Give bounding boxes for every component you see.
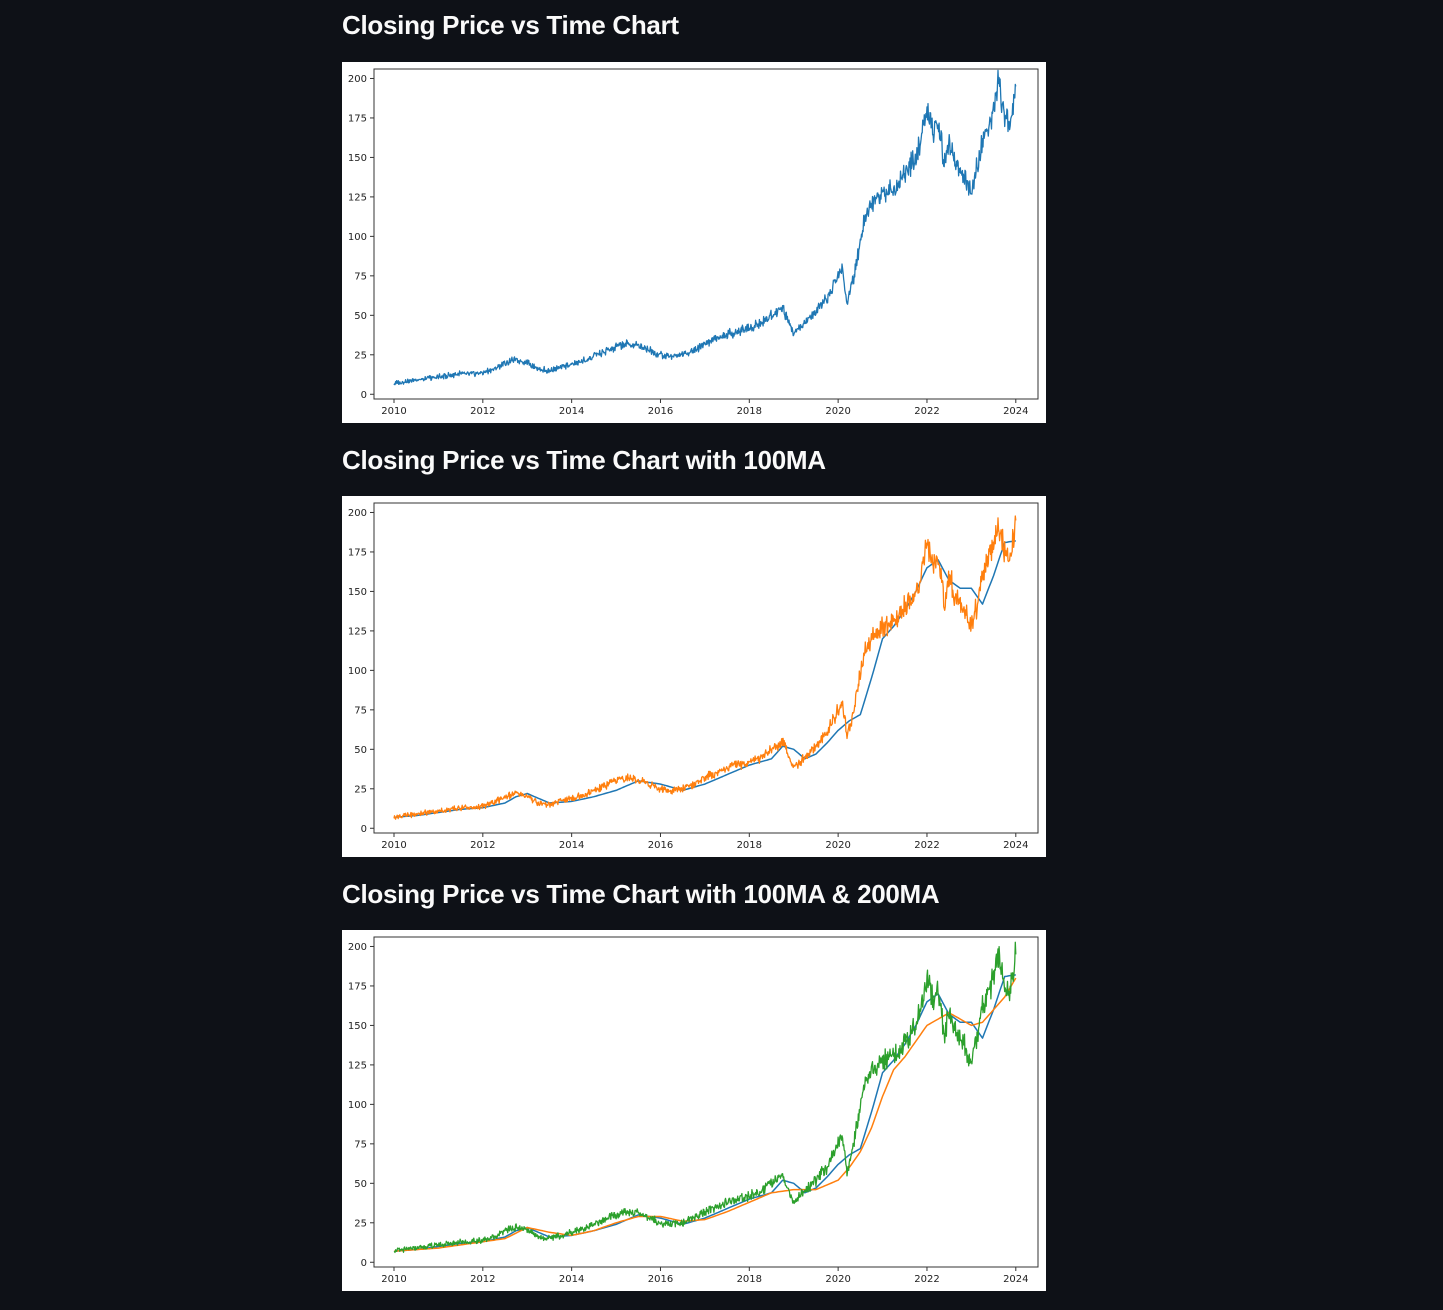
x-tick-label: 2014 [559, 840, 584, 851]
x-tick-label: 2020 [825, 840, 850, 851]
x-tick-label: 2024 [1003, 1274, 1028, 1285]
plot-frame [373, 68, 1039, 400]
x-tick-label: 2018 [737, 840, 762, 851]
closing-price-100ma-chart: 0 25 50 75 100 125 150 175 200 2010 2012 2014 2016 20… [342, 496, 1046, 857]
y-tick-label: 50 [354, 311, 367, 322]
y-tick-label: 75 [354, 1139, 367, 1150]
y-tick-label: 150 [348, 1021, 367, 1032]
x-tick-label: 2022 [914, 840, 939, 851]
series-line-close [393, 941, 1017, 1254]
x-tick-label: 2018 [737, 1274, 762, 1285]
x-tick-label: 2016 [648, 840, 673, 851]
y-tick-label: 25 [354, 784, 367, 795]
y-tick-label: 50 [354, 745, 367, 756]
x-tick-label: 2012 [470, 406, 495, 417]
x-tick-label: 2012 [470, 840, 495, 851]
plot-frame [373, 502, 1039, 834]
y-tick-label: 175 [348, 981, 367, 992]
chart-title-closing-price: Closing Price vs Time Chart [342, 10, 679, 40]
plot-frame [373, 936, 1039, 1268]
series-line-ma100 [393, 540, 1016, 818]
y-tick-label: 200 [348, 942, 367, 953]
closing-price-chart: 0 25 50 75 100 125 150 175 200 2010 2012 2014 2016 20… [342, 62, 1046, 423]
series-line-close [393, 515, 1017, 820]
closing-price-100ma-chart-svg: 0 25 50 75 100 125 150 175 200 2010 2012 2014 2016 20… [348, 502, 1039, 851]
y-tick-label: 100 [348, 666, 367, 677]
y-tick-label: 25 [354, 350, 367, 361]
x-tick-label: 2020 [825, 1274, 850, 1285]
y-tick-label: 200 [348, 74, 367, 85]
x-tick-label: 2010 [381, 406, 406, 417]
y-tick-label: 0 [361, 824, 367, 835]
closing-price-100ma-200ma-chart: 0 25 50 75 100 125 150 175 200 2010 2012 2014 2016 20… [342, 930, 1046, 1291]
x-tick-label: 2012 [470, 1274, 495, 1285]
x-tick-label: 2010 [381, 840, 406, 851]
series-line-ma200 [393, 977, 1017, 1252]
x-tick-label: 2022 [914, 1274, 939, 1285]
y-tick-label: 0 [361, 1258, 367, 1269]
x-tick-label: 2020 [825, 406, 850, 417]
y-tick-label: 125 [348, 192, 367, 203]
chart-title-100ma: Closing Price vs Time Chart with 100MA [342, 445, 826, 475]
x-tick-label: 2010 [381, 1274, 406, 1285]
x-tick-label: 2018 [737, 406, 762, 417]
y-tick-label: 0 [361, 390, 367, 401]
closing-price-chart-svg: 0 25 50 75 100 125 150 175 200 2010 2012 2014 2016 20… [348, 68, 1039, 417]
y-tick-label: 150 [348, 153, 367, 164]
y-tick-label: 75 [354, 271, 367, 282]
y-tick-label: 50 [354, 1179, 367, 1190]
x-tick-label: 2016 [648, 1274, 673, 1285]
series-line-close [393, 69, 1017, 386]
y-tick-label: 100 [348, 232, 367, 243]
y-tick-label: 200 [348, 508, 367, 519]
x-tick-label: 2022 [914, 406, 939, 417]
series-line-ma100 [393, 974, 1016, 1252]
x-tick-label: 2016 [648, 406, 673, 417]
y-tick-label: 100 [348, 1100, 367, 1111]
x-tick-label: 2014 [559, 406, 584, 417]
closing-price-100ma-200ma-chart-svg: 0 25 50 75 100 125 150 175 200 2010 2012 2014 2016 20… [348, 936, 1039, 1285]
y-tick-label: 175 [348, 547, 367, 558]
y-tick-label: 150 [348, 587, 367, 598]
y-tick-label: 75 [354, 705, 367, 716]
y-tick-label: 25 [354, 1218, 367, 1229]
x-tick-label: 2024 [1003, 406, 1028, 417]
chart-title-100ma-200ma: Closing Price vs Time Chart with 100MA &… [342, 879, 940, 909]
y-tick-label: 125 [348, 626, 367, 637]
x-tick-label: 2014 [559, 1274, 584, 1285]
x-tick-label: 2024 [1003, 840, 1028, 851]
y-tick-label: 175 [348, 113, 367, 124]
y-tick-label: 125 [348, 1060, 367, 1071]
